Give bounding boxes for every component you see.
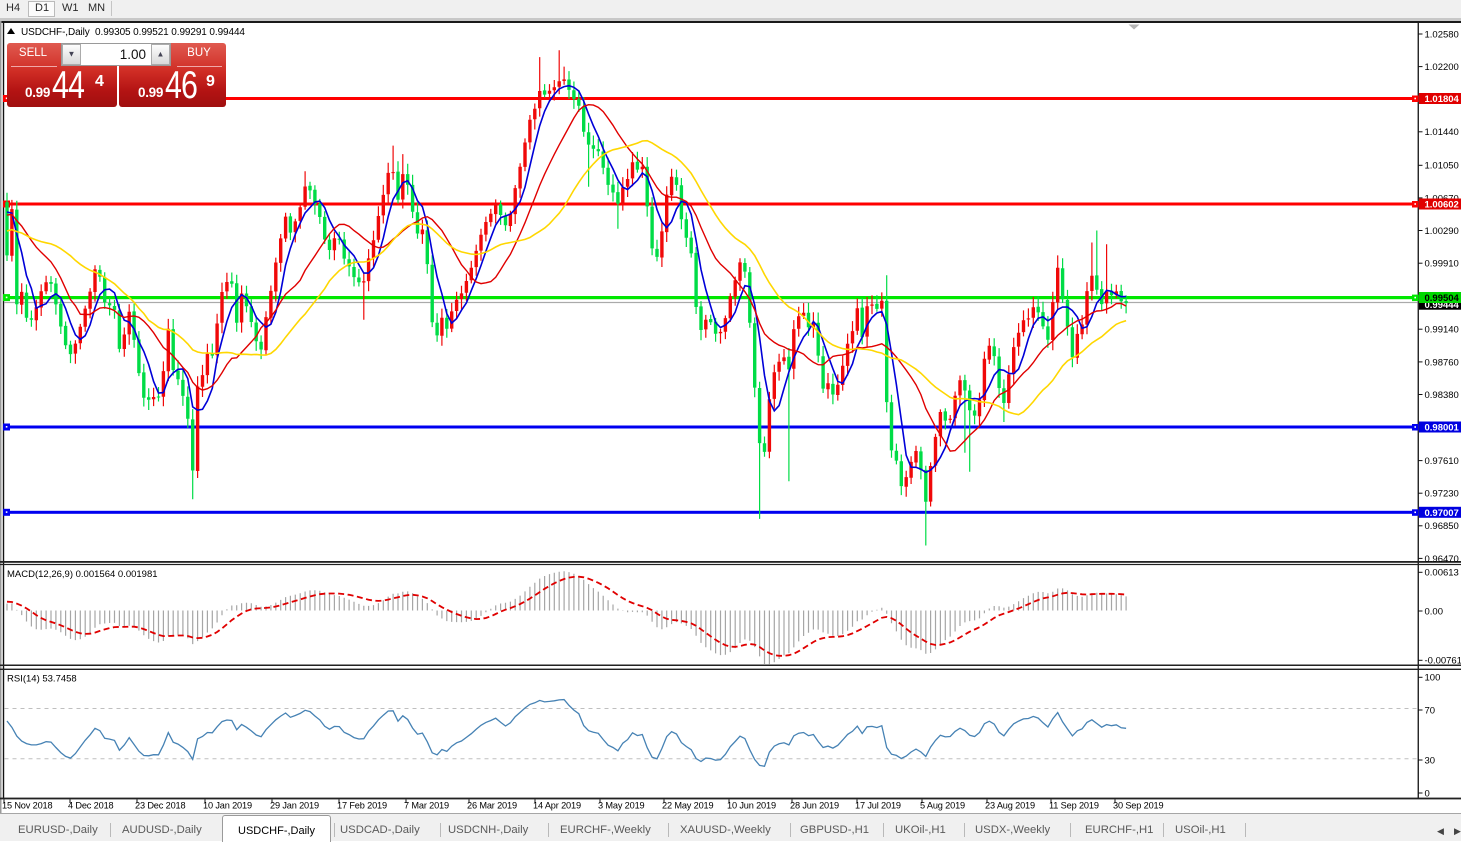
svg-text:70: 70 bbox=[1425, 705, 1436, 716]
svg-text:1.01050: 1.01050 bbox=[1425, 161, 1459, 172]
svg-text:0.96850: 0.96850 bbox=[1425, 521, 1459, 532]
svg-text:26 Mar 2019: 26 Mar 2019 bbox=[467, 801, 517, 811]
svg-text:0.97007: 0.97007 bbox=[1425, 508, 1459, 519]
svg-text:11 Sep 2019: 11 Sep 2019 bbox=[1049, 801, 1099, 811]
svg-text:17 Jul 2019: 17 Jul 2019 bbox=[855, 801, 901, 811]
svg-text:23 Aug 2019: 23 Aug 2019 bbox=[985, 801, 1035, 811]
svg-text:1.01440: 1.01440 bbox=[1425, 127, 1459, 138]
svg-text:5 Aug 2019: 5 Aug 2019 bbox=[920, 801, 965, 811]
svg-text:28 Jun 2019: 28 Jun 2019 bbox=[790, 801, 839, 811]
svg-text:0.98760: 0.98760 bbox=[1425, 357, 1459, 368]
svg-text:0: 0 bbox=[1425, 788, 1430, 799]
svg-text:0.97230: 0.97230 bbox=[1425, 489, 1459, 500]
svg-text:0.98001: 0.98001 bbox=[1425, 423, 1460, 434]
svg-text:0.99140: 0.99140 bbox=[1425, 325, 1459, 336]
svg-text:22 May 2019: 22 May 2019 bbox=[662, 801, 714, 811]
svg-text:RSI(14) 53.7458: RSI(14) 53.7458 bbox=[7, 674, 77, 685]
svg-text:0.00613: 0.00613 bbox=[1425, 568, 1459, 579]
svg-text:100: 100 bbox=[1425, 673, 1441, 684]
svg-text:1.01804: 1.01804 bbox=[1425, 94, 1460, 105]
svg-text:7 Mar 2019: 7 Mar 2019 bbox=[404, 801, 449, 811]
svg-text:10 Jan 2019: 10 Jan 2019 bbox=[203, 801, 252, 811]
svg-text:17 Feb 2019: 17 Feb 2019 bbox=[337, 801, 387, 811]
svg-text:1.02200: 1.02200 bbox=[1425, 62, 1459, 73]
svg-text:4 Dec 2018: 4 Dec 2018 bbox=[68, 801, 114, 811]
svg-text:1.00290: 1.00290 bbox=[1425, 226, 1459, 237]
svg-text:15 Nov 2018: 15 Nov 2018 bbox=[2, 801, 52, 811]
svg-text:30 Sep 2019: 30 Sep 2019 bbox=[1113, 801, 1164, 811]
svg-text:0.98380: 0.98380 bbox=[1425, 390, 1459, 401]
svg-text:1.02580: 1.02580 bbox=[1425, 29, 1459, 40]
svg-text:-0.007612: -0.007612 bbox=[1425, 656, 1461, 667]
svg-text:10 Jun 2019: 10 Jun 2019 bbox=[727, 801, 776, 811]
svg-text:3 May 2019: 3 May 2019 bbox=[598, 801, 645, 811]
svg-text:14 Apr 2019: 14 Apr 2019 bbox=[533, 801, 581, 811]
svg-text:30: 30 bbox=[1425, 755, 1436, 766]
svg-text:0.97610: 0.97610 bbox=[1425, 456, 1459, 467]
svg-text:23 Dec 2018: 23 Dec 2018 bbox=[135, 801, 185, 811]
svg-text:MACD(12,26,9) 0.001564 0.00198: MACD(12,26,9) 0.001564 0.001981 bbox=[7, 569, 158, 580]
svg-text:0.99504: 0.99504 bbox=[1425, 293, 1460, 304]
svg-text:0.00: 0.00 bbox=[1425, 606, 1444, 617]
svg-text:29 Jan 2019: 29 Jan 2019 bbox=[270, 801, 319, 811]
svg-text:0.96470: 0.96470 bbox=[1425, 554, 1459, 565]
svg-text:0.99910: 0.99910 bbox=[1425, 259, 1459, 270]
svg-text:1.00602: 1.00602 bbox=[1425, 200, 1459, 211]
